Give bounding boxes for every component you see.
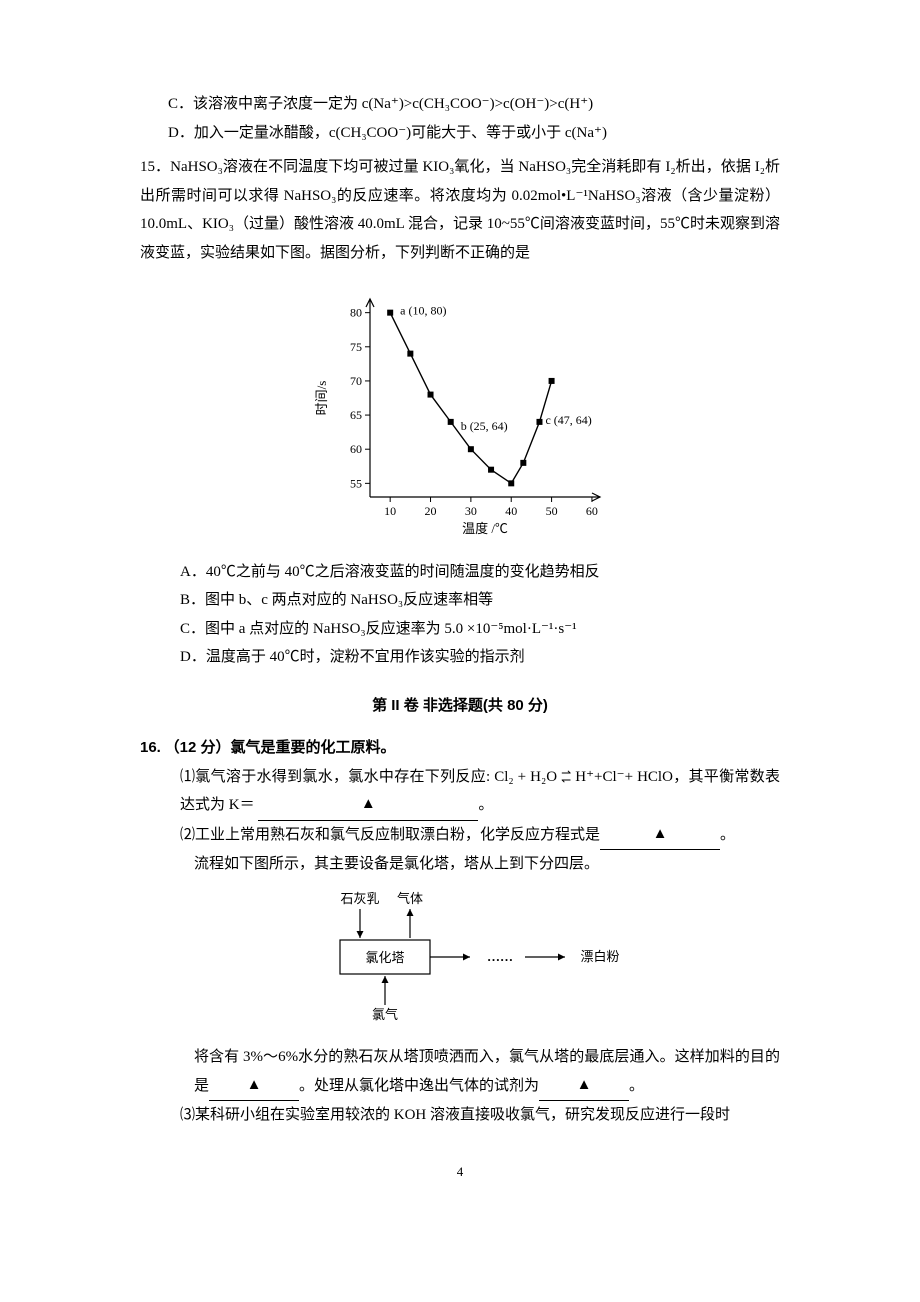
- svg-text:50: 50: [546, 504, 558, 518]
- svg-text:80: 80: [350, 306, 362, 320]
- q15-stem: NaHSO₃溶液在不同温度下均可被过量 KIO₃氧化，当 NaHSO₃完全消耗即…: [140, 159, 780, 261]
- page-number: 4: [140, 1160, 780, 1185]
- svg-text:70: 70: [350, 374, 362, 388]
- section-2-title: 第 II 卷 非选择题(共 80 分): [140, 692, 780, 721]
- q16-part1: ⑴氯气溶于水得到氯水，氯水中存在下列反应: Cl₂ + H₂O ⇀↽ H⁺+Cl…: [180, 763, 780, 821]
- q15: 15．NaHSO₃溶液在不同温度下均可被过量 KIO₃氧化，当 NaHSO₃完全…: [140, 153, 780, 267]
- period-2: 。: [720, 827, 735, 843]
- q15-option-c: C．图中 a 点对应的 NaHSO₃反应速率为 5.0 ×10⁻⁵mol·L⁻¹…: [180, 615, 780, 644]
- svg-text:65: 65: [350, 408, 362, 422]
- blank-3: ▲: [209, 1072, 299, 1102]
- svg-text:55: 55: [350, 476, 362, 490]
- blank-2-tri: ▲: [653, 820, 668, 849]
- svg-text:漂白粉: 漂白粉: [580, 949, 619, 964]
- blank-4: ▲: [539, 1072, 629, 1102]
- svg-text:氯化塔: 氯化塔: [365, 950, 404, 965]
- svg-text:10: 10: [384, 504, 396, 518]
- svg-text:c (47, 64): c (47, 64): [545, 413, 591, 427]
- q16-p1-pre: ⑴氯气溶于水得到氯水，氯水中存在下列反应: Cl₂ + H₂O: [180, 769, 557, 785]
- period-1: 。: [478, 797, 493, 813]
- q16-number: 16.: [140, 739, 161, 756]
- q16: 16. （12 分）氯气是重要的化工原料。: [140, 734, 780, 763]
- svg-text:b (25, 64): b (25, 64): [461, 419, 508, 433]
- chart-svg: 10 20 30 40 50 60 55 60 65 70 75 80 温度 /℃ 时间/s a (10, …: [310, 287, 610, 537]
- q16-part3: 将含有 3%～6%水分的熟石灰从塔顶喷洒而入，氯气从塔的最底层通入。这样加料的目…: [194, 1043, 780, 1101]
- svg-text:……: ……: [487, 949, 513, 964]
- equilibrium-arrow-icon: ⇀↽: [561, 770, 571, 784]
- q14-option-c: C．该溶液中离子浓度一定为 c(Na⁺)>c(CH₃COO⁻)>c(OH⁻)>c…: [168, 90, 780, 119]
- q15-number: 15．: [140, 159, 170, 175]
- q14-option-d: D．加入一定量冰醋酸，c(CH₃COO⁻)可能大于、等于或小于 c(Na⁺): [168, 119, 780, 148]
- blank-1: ▲: [258, 791, 478, 821]
- q16-p3b: 。处理从氯化塔中逸出气体的试剂为: [299, 1078, 539, 1094]
- svg-text:气体: 气体: [397, 891, 423, 906]
- svg-text:20: 20: [425, 504, 437, 518]
- q15-option-d: D．温度高于 40℃时，淀粉不宜用作该实验的指示剂: [180, 643, 780, 672]
- svg-text:30: 30: [465, 504, 477, 518]
- q16-part2b: 流程如下图所示，其主要设备是氯化塔，塔从上到下分四层。: [194, 850, 780, 879]
- q16-head: （12 分）氯气是重要的化工原料。: [165, 739, 396, 756]
- flow-diagram: 氯化塔 石灰乳 气体氯气 …… 漂白粉: [140, 885, 780, 1036]
- svg-text:氯气: 氯气: [372, 1007, 398, 1022]
- blank-1-tri: ▲: [361, 790, 376, 819]
- q15-option-a: A．40℃之前与 40℃之后溶液变蓝的时间随温度的变化趋势相反: [180, 558, 780, 587]
- svg-text:石灰乳: 石灰乳: [340, 891, 379, 906]
- blank-3-tri: ▲: [247, 1071, 262, 1100]
- q16-part2a: ⑵工业上常用熟石灰和氯气反应制取漂白粉，化学反应方程式是 ▲ 。: [180, 821, 780, 851]
- blank-2: ▲: [600, 821, 720, 851]
- q16-part4: ⑶某科研小组在实验室用较浓的 KOH 溶液直接吸收氯气，研究发现反应进行一段时: [180, 1101, 780, 1130]
- blank-4-tri: ▲: [577, 1071, 592, 1100]
- svg-text:40: 40: [505, 504, 517, 518]
- flow-svg: 氯化塔 石灰乳 气体氯气 …… 漂白粉: [270, 885, 650, 1025]
- svg-text:60: 60: [586, 504, 598, 518]
- svg-text:时间/s: 时间/s: [314, 381, 329, 416]
- svg-text:温度 /℃: 温度 /℃: [462, 521, 508, 536]
- q16-p2a: ⑵工业上常用熟石灰和氯气反应制取漂白粉，化学反应方程式是: [180, 827, 600, 843]
- svg-text:75: 75: [350, 340, 362, 354]
- q15-chart: 10 20 30 40 50 60 55 60 65 70 75 80 温度 /℃ 时间/s a (10, …: [140, 287, 780, 548]
- svg-text:60: 60: [350, 442, 362, 456]
- svg-text:a (10, 80): a (10, 80): [400, 304, 446, 318]
- period-3: 。: [629, 1078, 644, 1094]
- q15-option-b: B．图中 b、c 两点对应的 NaHSO₃反应速率相等: [180, 586, 780, 615]
